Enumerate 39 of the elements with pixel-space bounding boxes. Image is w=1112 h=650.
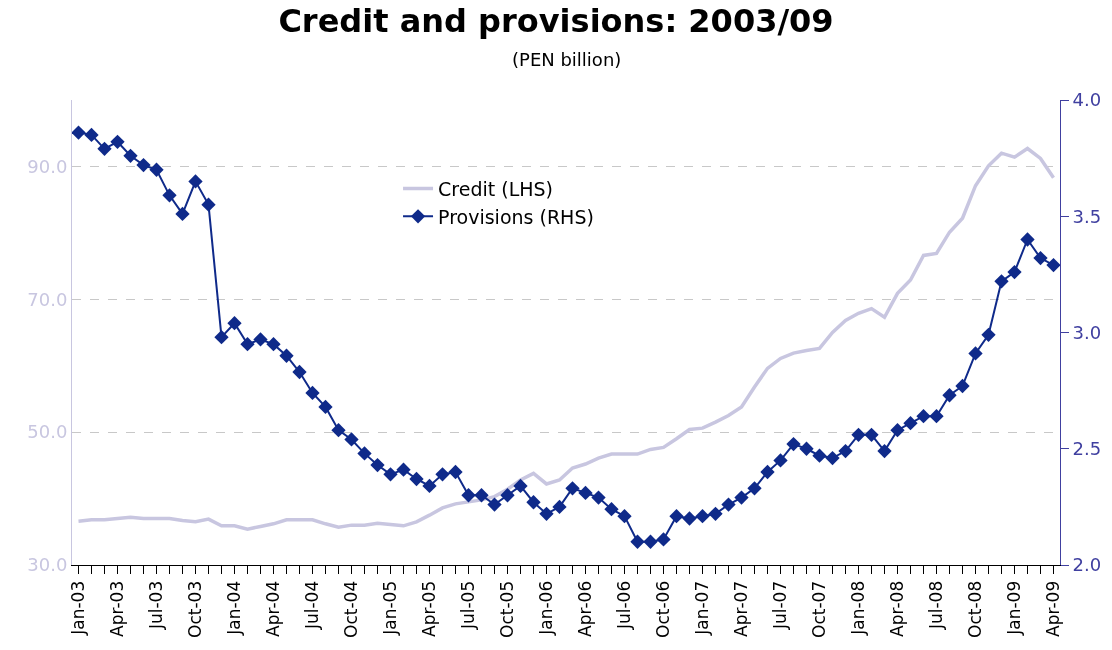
x-tick-label: Jul-06 [614, 580, 635, 631]
x-tick-label: Apr-04 [263, 580, 284, 637]
x-tick-label: Apr-09 [1043, 580, 1064, 637]
x-tick-label: Jan-03 [68, 580, 89, 636]
x-tick-label: Jan-06 [536, 580, 557, 636]
x-tick-label: Jan-08 [848, 580, 869, 636]
y-tick-label: 70.0 [27, 288, 68, 310]
x-tick-label: Jul-03 [146, 580, 167, 631]
y-tick-label: 90.0 [27, 155, 68, 177]
x-tick-label: Jan-09 [1004, 580, 1025, 636]
x-tick-label: Oct-04 [341, 580, 362, 638]
y2-tick-label: 2.0 [1072, 554, 1102, 576]
x-tick-label: Apr-03 [107, 580, 128, 637]
y-tick-label: 50.0 [27, 421, 68, 443]
x-tick-label: Jul-04 [302, 580, 323, 631]
chart-title: Credit and provisions: 2003/09 [278, 2, 834, 41]
y2-tick-label: 2.5 [1072, 438, 1102, 460]
x-tick-label: Oct-05 [497, 580, 518, 638]
x-tick-label: Jan-04 [224, 580, 245, 636]
legend-label: Provisions (RHS) [438, 205, 594, 228]
x-tick-label: Oct-07 [809, 580, 830, 638]
legend-label: Credit (LHS) [438, 178, 553, 201]
x-tick-label: Jul-07 [770, 580, 791, 631]
y2-tick-label: 3.0 [1072, 321, 1102, 343]
x-tick-label: Apr-08 [887, 580, 908, 637]
x-tick-label: Apr-05 [419, 580, 440, 637]
x-tick-label: Oct-08 [965, 580, 986, 638]
x-tick-label: Jan-07 [692, 580, 713, 636]
chart-subtitle: (PEN billion) [512, 49, 622, 70]
y-tick-label: 30.0 [27, 554, 68, 576]
y2-tick-label: 4.0 [1072, 89, 1102, 111]
x-tick-label: Oct-03 [185, 580, 206, 638]
x-tick-label: Oct-06 [653, 580, 674, 638]
y2-tick-label: 3.5 [1072, 205, 1102, 227]
x-tick-label: Jul-08 [926, 580, 947, 631]
x-tick-label: Jan-05 [380, 580, 401, 636]
x-tick-label: Jul-05 [458, 580, 479, 631]
x-tick-label: Apr-07 [731, 580, 752, 637]
x-tick-label: Apr-06 [575, 580, 596, 637]
